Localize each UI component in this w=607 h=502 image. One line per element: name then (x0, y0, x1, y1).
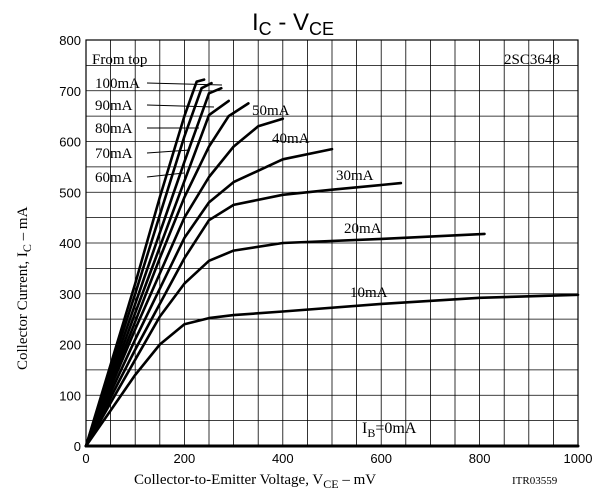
figure-code: ITR03559 (512, 475, 558, 487)
x-tick-label: 800 (469, 451, 491, 466)
ylabel-sub: C (20, 244, 34, 252)
xlabel-pre: Collector-to-Emitter Voltage, V (134, 472, 323, 488)
annotation-60mA: 60mA (95, 170, 133, 186)
title-main-sub: C (259, 19, 272, 39)
ib-sub: B (367, 426, 375, 440)
y-tick-label: 500 (59, 185, 81, 200)
chart-title: IC - VCE (252, 9, 334, 39)
series-line-10mA (84, 293, 580, 448)
series-line-60mA (84, 102, 250, 448)
leader-line-60mA (146, 172, 185, 178)
annotation-50mA: 50mA (252, 103, 290, 119)
xlabel-sub: CE (323, 477, 338, 491)
part-number: 2SC3648 (504, 52, 560, 68)
y-tick-label: 400 (59, 236, 81, 251)
leader-line-90mA (146, 104, 215, 108)
xlabel-post: – mV (339, 472, 377, 488)
y-tick-label: 300 (59, 287, 81, 302)
title-second: V (293, 9, 309, 36)
series-line-50mA (84, 117, 285, 448)
title-second-sub: CE (309, 19, 334, 39)
series-line-70mA (84, 99, 230, 448)
y-tick-label: 800 (59, 33, 81, 48)
plot-frame (85, 39, 579, 447)
series-line-30mA (84, 181, 403, 448)
title-sep: - (272, 9, 293, 36)
grid (86, 40, 578, 446)
y-axis-label: Collector Current, IC – mA (15, 206, 34, 370)
series-line-80mA (84, 86, 223, 448)
annotation-30mA: 30mA (336, 168, 374, 184)
ylabel-post: – mA (15, 206, 31, 244)
series-line-100mA (84, 78, 206, 448)
y-tick-label: 200 (59, 338, 81, 353)
ib-zero-label: IB=0mA (362, 420, 417, 440)
x-tick-label: 600 (370, 451, 392, 466)
series-annotations: 100mA 90mA 80mA 70mA 60mA 50mA 40mA 30mA 20mA 10m… (95, 76, 388, 301)
ylabel-pre: Collector Current, I (15, 252, 31, 370)
ib-pre: I (362, 420, 367, 437)
y-tick-label: 0 (74, 439, 81, 454)
x-axis-label: Collector-to-Emitter Voltage, VCE – mV (134, 472, 376, 491)
y-tick-label: 700 (59, 84, 81, 99)
series-line-20mA (84, 232, 486, 448)
ib-post: =0mA (375, 420, 416, 437)
legend-header: From top (92, 52, 147, 68)
x-tick-label: 1000 (564, 451, 593, 466)
leader-line-70mA (146, 149, 191, 154)
tick-labels: 0 200 400 600 800 1000 0 100 200 300 400 500 600 700 8… (59, 33, 592, 466)
annotation-100mA: 100mA (95, 76, 140, 92)
annotation-20mA: 20mA (344, 221, 382, 237)
annotation-80mA: 80mA (95, 121, 133, 137)
title-main: I (252, 9, 259, 36)
x-tick-label: 200 (174, 451, 196, 466)
leader-line-100mA (146, 82, 223, 86)
annotation-70mA: 70mA (95, 146, 133, 162)
x-tick-label: 0 (82, 451, 89, 466)
annotation-90mA: 90mA (95, 98, 133, 114)
annotation-10mA: 10mA (350, 285, 388, 301)
y-tick-label: 600 (59, 135, 81, 150)
y-tick-label: 100 (59, 388, 81, 403)
annotation-40mA: 40mA (272, 131, 310, 147)
series-line-90mA (84, 81, 213, 448)
series-line-40mA (84, 147, 334, 448)
x-tick-label: 400 (272, 451, 294, 466)
